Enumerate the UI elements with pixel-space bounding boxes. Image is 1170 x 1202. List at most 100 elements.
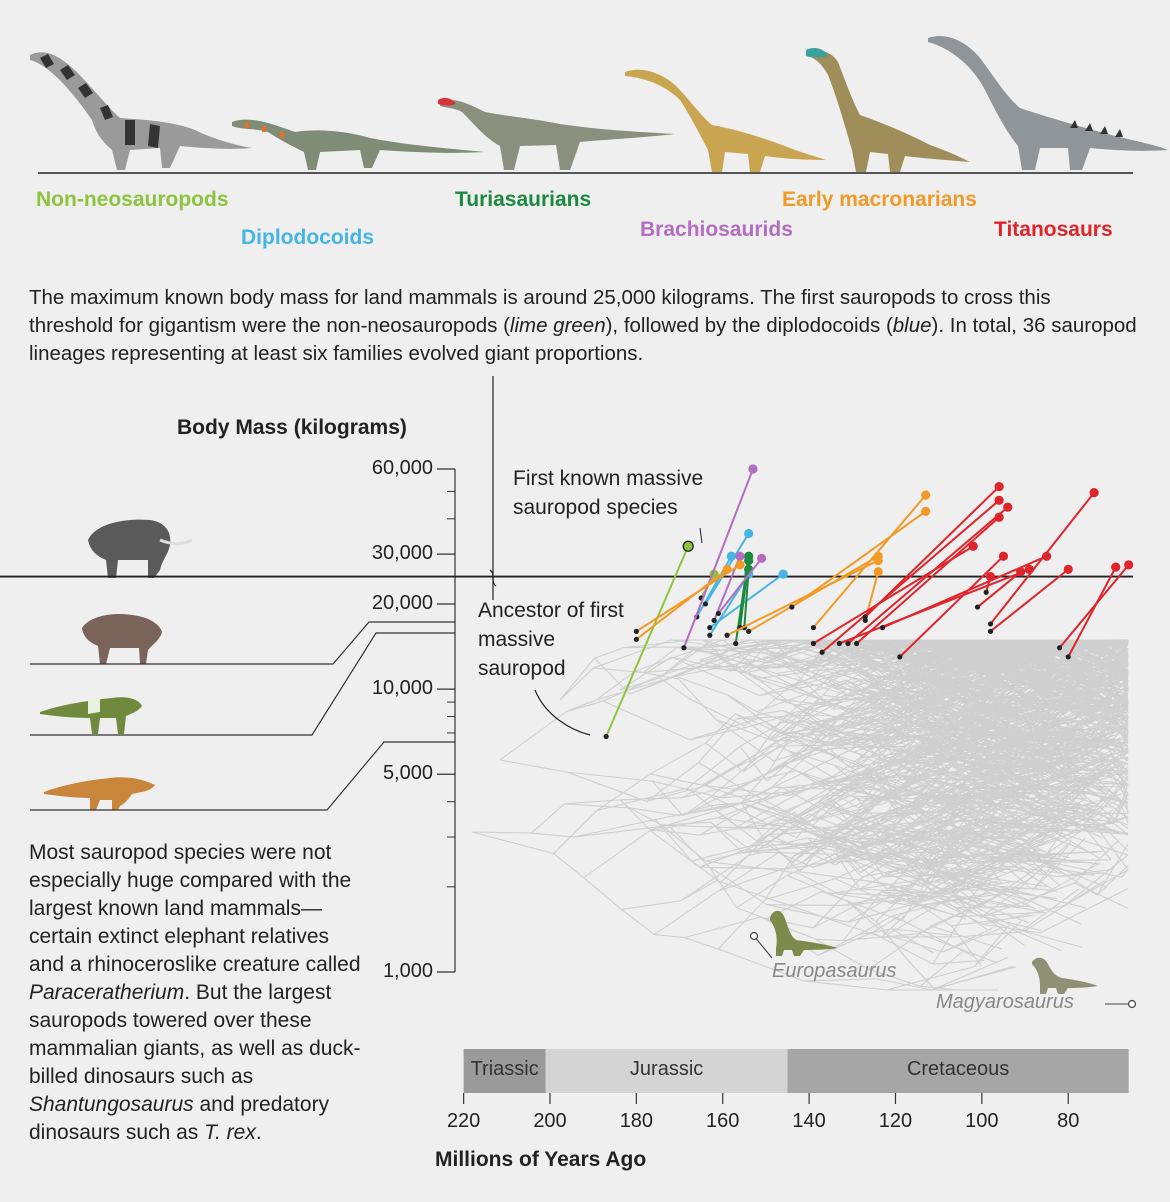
tree-branch bbox=[891, 928, 935, 954]
tree-branch bbox=[717, 899, 766, 950]
tree-branch bbox=[793, 639, 833, 688]
period-label: Triassic bbox=[470, 1058, 539, 1080]
tree-branch bbox=[684, 916, 761, 939]
tree-branch bbox=[1019, 737, 1071, 748]
tree-branch bbox=[1018, 809, 1094, 848]
tree-branch bbox=[802, 772, 869, 792]
legend-nonneosauropods: Non-neosauropods bbox=[36, 188, 229, 211]
tree-branch bbox=[846, 825, 930, 834]
x-tick-label: 80 bbox=[1057, 1110, 1080, 1132]
tree-branch bbox=[892, 900, 950, 917]
tree-branch bbox=[934, 661, 964, 700]
magyarosaurus-marker bbox=[1127, 999, 1137, 1009]
tree-branch bbox=[898, 831, 942, 855]
tree-branch bbox=[1035, 692, 1102, 707]
tree-branch bbox=[668, 825, 710, 868]
tree-branch bbox=[979, 675, 1062, 711]
ancestor-point bbox=[1056, 645, 1063, 651]
tree-branch bbox=[827, 682, 919, 715]
tree-branch bbox=[980, 915, 1041, 931]
tree-branch bbox=[842, 891, 883, 941]
tree-branch bbox=[794, 705, 861, 744]
tree-branch bbox=[913, 847, 961, 888]
tree-branch bbox=[1101, 709, 1129, 744]
tree-branch bbox=[850, 685, 922, 697]
ancestor-point bbox=[789, 604, 795, 610]
giant-species-point bbox=[1063, 564, 1073, 574]
tree-branch bbox=[859, 878, 933, 894]
tree-branch bbox=[859, 828, 943, 843]
tree-branch bbox=[1066, 661, 1117, 672]
tree-branch bbox=[654, 934, 685, 939]
tree-branch bbox=[793, 686, 877, 726]
tree-branch bbox=[650, 802, 742, 831]
tree-branch bbox=[646, 762, 699, 802]
tree-branch bbox=[708, 866, 768, 906]
tree-branch bbox=[1106, 745, 1129, 779]
tree-branch bbox=[946, 654, 982, 687]
tree-branch bbox=[705, 713, 736, 744]
x-tick-label: 140 bbox=[792, 1110, 826, 1132]
tree-branch bbox=[691, 845, 752, 862]
tree-branch bbox=[890, 731, 941, 768]
tree-branch bbox=[969, 661, 1023, 687]
tree-branch bbox=[748, 656, 827, 673]
tree-branch bbox=[732, 639, 788, 650]
y-axis-title: Body Mass (kilograms) bbox=[177, 416, 407, 439]
tree-branch bbox=[864, 725, 891, 744]
tree-branch bbox=[833, 757, 860, 777]
tree-branch bbox=[559, 657, 595, 701]
tree-branch bbox=[964, 675, 1002, 725]
tree-branch bbox=[859, 798, 940, 830]
side-note-text-4: . bbox=[255, 1121, 262, 1144]
tree-branch bbox=[1024, 829, 1063, 835]
giant-species-point bbox=[1124, 560, 1134, 570]
tree-branch bbox=[771, 743, 866, 747]
tree-branch bbox=[874, 820, 945, 856]
tree-branch bbox=[553, 810, 598, 854]
tree-branch bbox=[766, 904, 841, 907]
tree-branch bbox=[898, 818, 962, 850]
giant-species-point bbox=[873, 567, 883, 577]
tree-branch bbox=[741, 802, 815, 828]
tree-branch bbox=[917, 865, 1008, 881]
tree-branch bbox=[559, 667, 594, 701]
tree-branch bbox=[682, 771, 771, 817]
x-tick-label: 120 bbox=[878, 1110, 913, 1132]
intro-emphasis-1: lime green bbox=[509, 314, 606, 337]
tree-branch bbox=[1107, 688, 1129, 704]
tree-branch bbox=[1052, 829, 1129, 856]
tree-branch bbox=[1065, 668, 1112, 697]
tree-branch bbox=[871, 932, 934, 965]
tree-branch bbox=[846, 688, 936, 700]
lineage-line bbox=[812, 545, 974, 645]
ancestor-point bbox=[702, 601, 709, 607]
legend-turiasaurians: Turiasaurians bbox=[455, 188, 592, 211]
magyarosaurus-icon bbox=[1032, 957, 1098, 994]
tree-branch bbox=[1113, 778, 1129, 800]
tree-branch bbox=[928, 848, 992, 868]
tree-branch bbox=[1099, 706, 1129, 712]
lineage-line bbox=[864, 485, 1000, 618]
tree-branch bbox=[913, 838, 959, 849]
tree-branch bbox=[750, 843, 803, 847]
tree-branch bbox=[981, 768, 1069, 775]
paraceratherium-illustration bbox=[82, 614, 162, 664]
tree-branch bbox=[867, 772, 920, 792]
intro-paragraph: The maximum known body mass for land mam… bbox=[29, 284, 1139, 368]
tree-branch bbox=[939, 754, 1005, 801]
tree-branch bbox=[1110, 753, 1129, 773]
tree-branch bbox=[1036, 737, 1101, 757]
tree-branch bbox=[932, 881, 1012, 894]
tree-branch bbox=[799, 783, 865, 818]
tree-branch bbox=[931, 965, 1014, 991]
tree-branch bbox=[929, 685, 971, 705]
x-tick-label: 180 bbox=[619, 1110, 654, 1132]
tree-branch bbox=[859, 724, 892, 768]
x-tick-label: 200 bbox=[533, 1110, 567, 1132]
tree-branch bbox=[566, 771, 653, 782]
tree-branch bbox=[583, 829, 652, 879]
tree-branch bbox=[761, 639, 847, 668]
tree-branch bbox=[1088, 677, 1129, 682]
tree-branch bbox=[997, 743, 1041, 772]
